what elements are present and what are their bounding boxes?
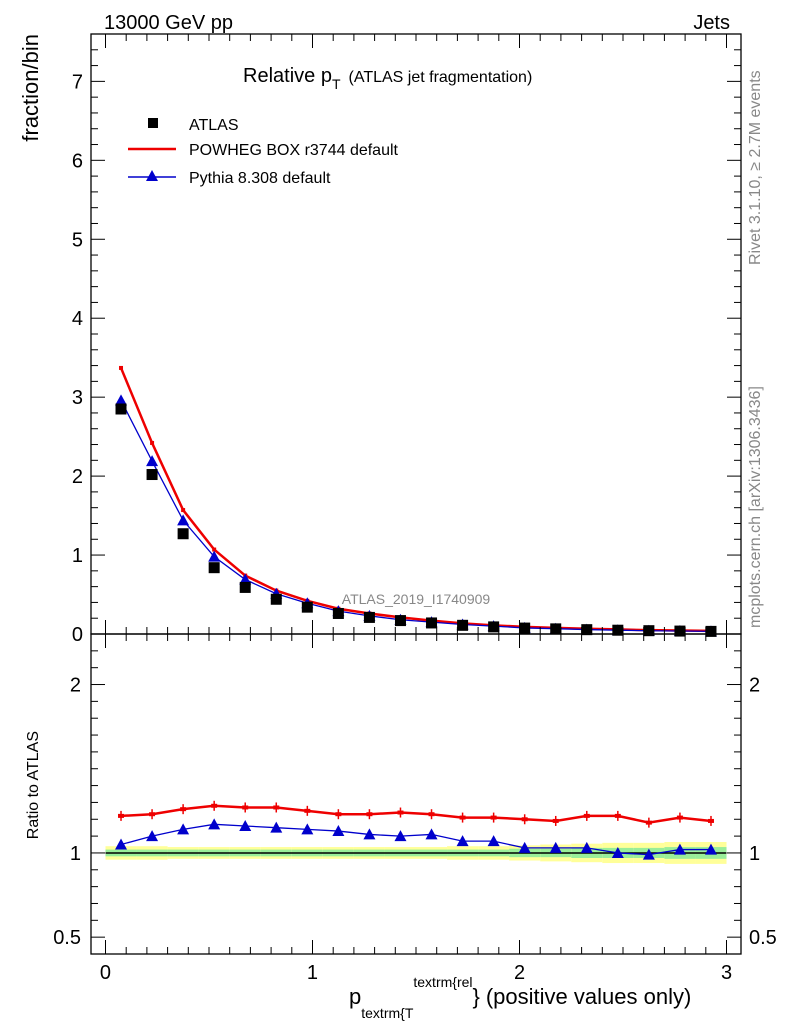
header-left: 13000 GeV pp (104, 12, 233, 34)
legend: ATLAS POWHEG BOX r3744 default Pythia 8.… (128, 117, 399, 187)
main-ytick-label: 4 (72, 308, 83, 330)
ratio-panel: 0 1 2 3 0.5 0.5 1 1 2 2 (53, 633, 777, 984)
xlabel-sup: textrm{rel (413, 974, 472, 990)
pythia-point (146, 455, 159, 467)
atlas-point (581, 624, 593, 636)
ratio-pythia-point (580, 841, 593, 853)
ratio-pythia-point (673, 843, 686, 855)
atlas-point (394, 615, 406, 627)
ratio-pythia-point (487, 835, 500, 847)
ratio-pythia-point (704, 843, 717, 855)
ratio-pythia-point (642, 848, 655, 860)
legend-pythia-label: Pythia 8.308 default (189, 170, 331, 187)
ratio-ytick-label: 0.5 (53, 927, 81, 949)
ratio-pythia-point (518, 841, 531, 853)
atlas-point (363, 611, 375, 623)
ratio-pythia-point (456, 835, 469, 847)
ratio-pythia-point (363, 828, 376, 840)
ratio-pythia-point (208, 818, 221, 830)
atlas-point (115, 403, 127, 415)
atlas-point (301, 601, 313, 613)
ratio-ytick-label-right: 2 (749, 675, 760, 697)
legend-pythia-marker (146, 170, 158, 181)
ratio-pythia-point (239, 820, 252, 831)
atlas-point (705, 625, 717, 637)
ratio-pythia-point (611, 846, 624, 858)
ratio-xtick-label: 0 (100, 962, 111, 984)
ratio-xtick-label: 3 (721, 962, 732, 984)
ratio-pythia-point (332, 825, 345, 837)
atlas-point (674, 625, 686, 637)
ratio-pythia-point (301, 823, 314, 835)
ratio-pythia-point (146, 830, 159, 842)
atlas-point (457, 619, 469, 631)
ratio-line-powheg (120, 804, 712, 824)
xlabel-p: p (349, 984, 361, 1009)
legend-atlas-label: ATLAS (189, 117, 239, 134)
ratio-ylabel: Ratio to ATLAS (25, 731, 42, 839)
header-right: Jets (693, 12, 730, 34)
atlas-point (270, 593, 282, 605)
atlas-point (612, 624, 624, 636)
ratio-pythia-point (177, 823, 190, 835)
atlas-point (239, 581, 251, 593)
main-title-prefix: Relative p (243, 65, 332, 87)
ratio-xtick-label: 2 (514, 962, 525, 984)
ratio-frame (90, 633, 742, 955)
legend-atlas-marker (148, 118, 158, 128)
atlas-point (146, 469, 158, 481)
ratio-pythia-point (270, 821, 283, 833)
pythia-point (177, 514, 190, 526)
atlas-point (208, 562, 220, 574)
atlas-point (550, 623, 562, 635)
xlabel-suffix: (positive values only) (486, 984, 691, 1009)
pythia-point (239, 573, 252, 585)
atlas-point (332, 607, 344, 619)
main-ylabel: fraction/bin (18, 34, 43, 142)
ratio-pythia-point (394, 830, 407, 842)
mcplots-label: mcplots.cern.ch [arXiv:1306.3436] (747, 386, 764, 628)
ratio-xtick-label: 1 (307, 962, 318, 984)
atlas-point (519, 622, 531, 634)
main-ytick-label: 7 (72, 71, 83, 93)
main-ytick-label: 1 (72, 545, 83, 567)
atlas-point (643, 625, 655, 637)
legend-powheg-label: POWHEG BOX r3744 default (189, 142, 399, 159)
atlas-point (426, 617, 438, 629)
main-ytick-label: 2 (72, 466, 83, 488)
ratio-ytick-label: 1 (70, 843, 81, 865)
pythia-point (208, 550, 221, 562)
main-title: Relative pT (ATLAS jet fragmentation) (243, 65, 532, 92)
ratio-line-pythia (120, 823, 711, 856)
main-ytick-label: 6 (72, 150, 83, 172)
atlas-point (177, 528, 189, 540)
pythia-point (115, 394, 128, 406)
main-ytick-label: 0 (72, 624, 83, 646)
main-ytick-label: 3 (72, 387, 83, 409)
atlas-point (488, 621, 500, 633)
ratio-ytick-label-right: 1 (749, 843, 760, 865)
analysis-watermark: ATLAS_2019_I1740909 (342, 591, 491, 607)
ratio-pythia-point (549, 841, 562, 853)
ratio-xlabel: ptextrm{T textrm{rel} (positive values onl… (349, 974, 691, 1021)
xlabel-brace: } (473, 984, 480, 1009)
main-title-sub: T (332, 76, 341, 92)
main-title-suffix: (ATLAS jet fragmentation) (349, 69, 533, 86)
ratio-pythia-point (115, 838, 128, 850)
main-ytick-label: 5 (72, 229, 83, 251)
ratio-ytick-label: 2 (70, 675, 81, 697)
xlabel-sub: textrm{T (361, 1005, 414, 1021)
ratio-ytick-label-right: 0.5 (749, 927, 777, 949)
main-panel: 0 1 2 3 4 5 6 7 (72, 33, 742, 646)
rivet-label: Rivet 3.1.10, ≥ 2.7M events (747, 70, 764, 265)
ratio-pythia-point (425, 828, 438, 840)
